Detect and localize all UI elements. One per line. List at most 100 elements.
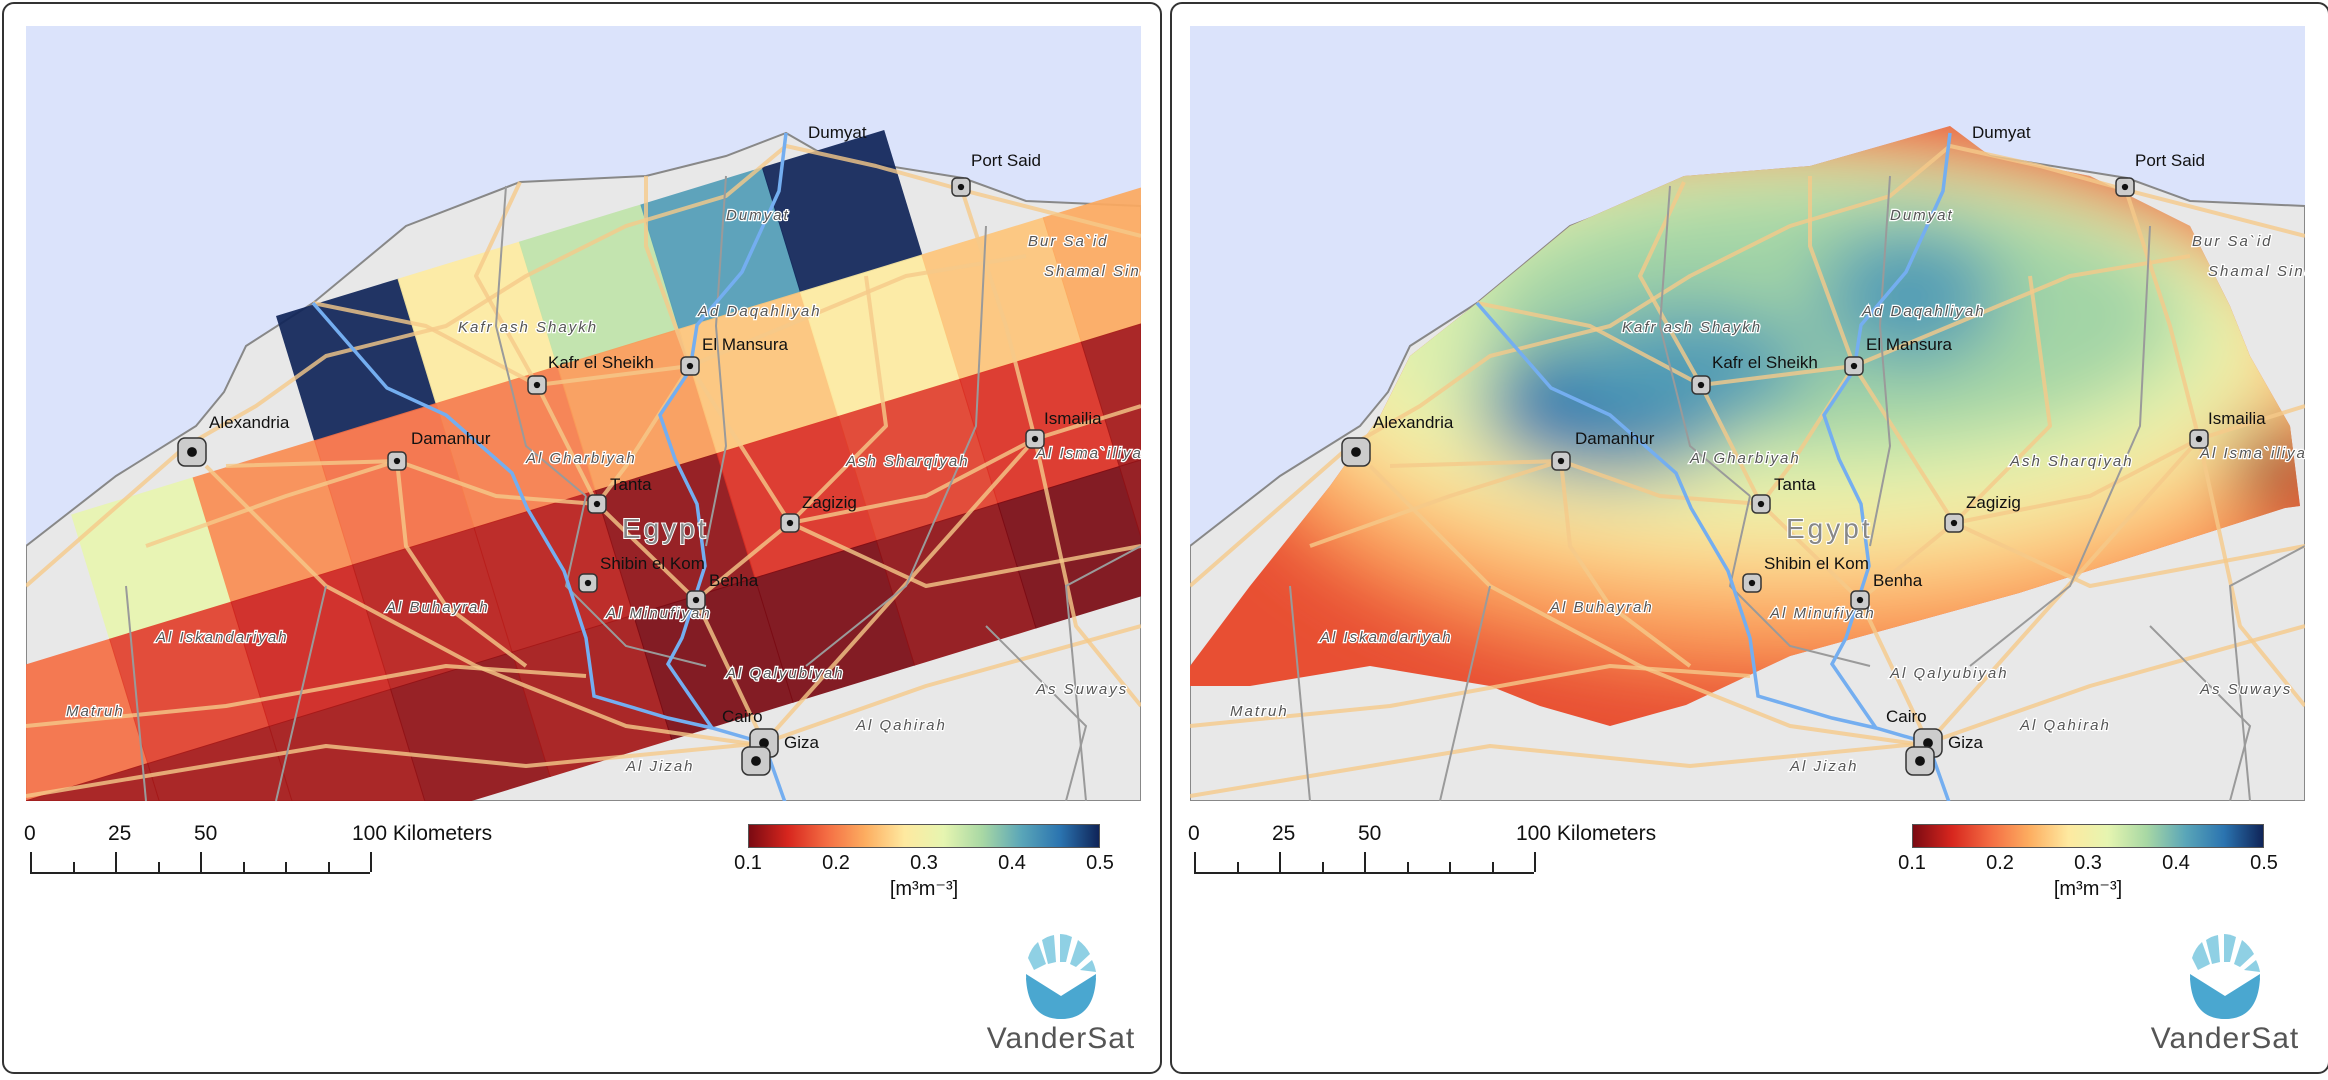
city-label: Kafr el Sheikh: [1712, 353, 1818, 372]
city-marker-icon[interactable]: [1025, 429, 1045, 449]
city-label: Cairo: [1886, 707, 1927, 726]
region-label: Ash Sharqiyah: [845, 453, 970, 470]
soil-moisture-tile: [837, 378, 999, 542]
city-label: Giza: [784, 733, 820, 752]
road: [395, 460, 528, 668]
city-label: Shibin el Kom: [600, 554, 705, 573]
region-label: Shamal Sina': [1044, 263, 1141, 280]
country-label: Egypt: [1786, 513, 1873, 544]
map-canvas[interactable]: Kafr ash Shaykh Ad Daqahliyah Dumyat Bur Sa…: [26, 26, 1141, 801]
road: [1808, 176, 1856, 367]
region-label: Kafr ash Shaykh: [1622, 319, 1762, 336]
road: [535, 384, 599, 505]
city-marker-icon[interactable]: [686, 590, 706, 610]
admin-boundary: [985, 625, 1088, 801]
road: [225, 459, 766, 744]
city-marker-icon[interactable]: [1691, 375, 1711, 395]
road: [1700, 254, 2191, 387]
admin-boundary: [2228, 545, 2305, 801]
admin-boundary: [1728, 495, 1871, 667]
city-marker-icon[interactable]: [1850, 590, 1870, 610]
soil-moisture-tile: [511, 614, 673, 778]
city-marker-icon[interactable]: [578, 573, 598, 593]
city-marker-icon[interactable]: [1341, 437, 1371, 467]
road: [688, 364, 1141, 525]
scale-bar-tick: [200, 852, 202, 872]
region-label: Al Qalyubiyah: [1889, 665, 2009, 682]
region-label: Matruh: [66, 703, 125, 720]
colorbar-tick-label: 0.5: [2250, 852, 2278, 874]
road: [1699, 384, 1763, 505]
city-label: Benha: [1873, 571, 1923, 590]
city-marker-icon[interactable]: [1944, 513, 1964, 533]
road: [1368, 464, 1931, 748]
road: [2197, 438, 2305, 708]
region-label: Al Gharbiyah: [1689, 450, 1801, 467]
city-label: Tanta: [1774, 475, 1816, 494]
region-label: Al Buhayrah: [385, 599, 490, 616]
city-marker-icon[interactable]: [1905, 746, 1935, 776]
city-label: Dumyat: [1972, 123, 2031, 142]
city-marker-icon[interactable]: [387, 451, 407, 471]
nile-branch: [1475, 301, 1951, 801]
region-label: Shamal Sina': [2208, 263, 2305, 280]
region-label: Al Minufiyah: [1769, 605, 1876, 622]
scale-bar-line: [30, 872, 370, 874]
scale-bar-label: 25: [1272, 822, 1296, 845]
city-marker-icon[interactable]: [2189, 429, 2209, 449]
region-label: Matruh: [1230, 703, 1289, 720]
road: [474, 181, 539, 386]
soil-moisture-tile: [921, 217, 1082, 380]
scale-bar-tick: [157, 862, 160, 872]
city-marker-icon[interactable]: [741, 746, 771, 776]
region-label: Al Jizah: [1789, 758, 1859, 775]
colorbar-unit-label: [m³m⁻³]: [889, 878, 959, 900]
scale-bar-label: 50: [194, 822, 218, 845]
scale-bar-tick: [1364, 852, 1366, 872]
city-label: Damanhur: [411, 429, 491, 448]
road: [1476, 301, 1702, 387]
colorbar-gradient: [748, 824, 1100, 848]
map-canvas[interactable]: Kafr ash Shaykh Ad Daqahliyah Dumyat Bur Sa…: [1190, 26, 2305, 801]
scale-bar-tick: [242, 862, 245, 872]
soil-moisture-tile: [192, 440, 354, 603]
region-label: Al Isma`iliyah: [1035, 445, 1141, 462]
admin-boundary: [494, 185, 587, 497]
city-marker-icon[interactable]: [1751, 494, 1771, 514]
city-marker-icon[interactable]: [680, 356, 700, 376]
city-label: Alexandria: [1373, 413, 1454, 432]
region-label: Al Jizah: [625, 758, 695, 775]
colorbar-unit-label: [m³m⁻³]: [2053, 878, 2123, 900]
city-label: Zagizig: [1966, 493, 2021, 512]
scale-bar-tick: [285, 862, 287, 872]
soil-moisture-tile: [314, 402, 475, 566]
region-label: Ad Daqahliyah: [1861, 303, 1986, 320]
soil-moisture-tile: [716, 415, 878, 579]
admin-boundary: [1969, 225, 2151, 667]
soil-moisture-tile: [352, 527, 513, 690]
scale-bar-tick: [1491, 862, 1494, 872]
scale-bar-tick: [30, 852, 32, 872]
city-marker-icon[interactable]: [2115, 177, 2135, 197]
admin-boundary: [1439, 585, 1491, 801]
scale-bar-label: 25: [108, 822, 132, 845]
logo-text: VanderSat: [986, 1022, 1136, 1055]
road: [959, 186, 1037, 440]
road: [312, 301, 538, 387]
city-marker-icon[interactable]: [1551, 451, 1571, 471]
city-marker-icon[interactable]: [527, 375, 547, 395]
admin-boundary: [2149, 625, 2252, 801]
city-marker-icon[interactable]: [1844, 356, 1864, 376]
city-marker-icon[interactable]: [951, 177, 971, 197]
city-marker-icon[interactable]: [587, 494, 607, 514]
fine-map-panel: Kafr ash Shaykh Ad Daqahliyah Dumyat Bur Sa…: [1170, 2, 2328, 1074]
road: [1190, 664, 1751, 728]
scale-bar-line: [1194, 872, 1534, 874]
admin-boundary: [125, 585, 147, 801]
city-marker-icon[interactable]: [780, 513, 800, 533]
road: [644, 176, 692, 367]
road: [1389, 459, 1930, 744]
city-marker-icon[interactable]: [1742, 573, 1762, 593]
road: [1190, 741, 1929, 798]
city-marker-icon[interactable]: [177, 437, 207, 467]
